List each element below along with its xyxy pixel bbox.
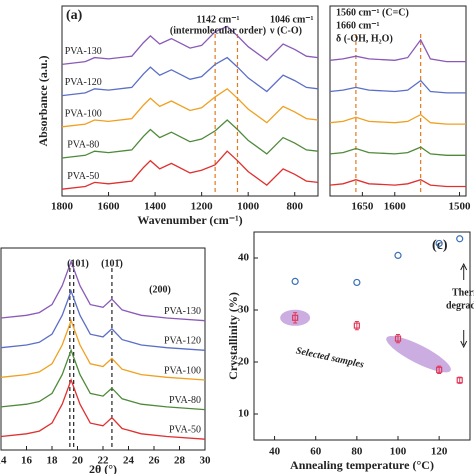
plot-frame <box>0 247 206 451</box>
data-point <box>436 366 443 373</box>
spectrum-line <box>0 289 206 351</box>
y-tick-label: 30 <box>238 304 250 316</box>
x-tick-label: 1650 <box>351 201 374 213</box>
x-tick-label: 26 <box>149 455 161 467</box>
annotation: δ (-OH, H₂O) <box>336 33 393 44</box>
spectrum-line <box>0 318 206 381</box>
spectrum-line <box>0 348 206 411</box>
spectrum-line <box>329 178 466 188</box>
series-label: PVA-50 <box>67 171 99 182</box>
spectrum-line <box>0 259 206 322</box>
x-axis-label: Wavenumber (cm⁻¹) <box>137 213 242 227</box>
data-point <box>353 322 360 329</box>
series-label: PVA-50 <box>169 425 201 436</box>
annotation: (intermolecular order) <box>170 25 266 36</box>
plot-frame <box>329 5 467 197</box>
y-tick-label: 10 <box>238 408 250 420</box>
annotation: 1560 cm⁻¹ (C=C) <box>336 7 409 18</box>
series-label: PVA-100 <box>65 108 102 119</box>
y-axis-label: Crystallinity (%) <box>226 292 240 380</box>
series-label: PVA-130 <box>65 46 102 57</box>
x-tick-label: 28 <box>174 455 186 467</box>
annotation: 1142 cm⁻¹ <box>197 14 240 25</box>
data-point <box>353 278 361 287</box>
spectrum-line <box>329 79 466 94</box>
error-bar <box>293 312 298 324</box>
series-label: PVA-120 <box>164 336 201 347</box>
y-tick-label: 40 <box>238 252 250 264</box>
spectrum-line <box>0 378 206 440</box>
y-tick-label: 20 <box>238 356 250 368</box>
x-tick-label: 100 <box>390 446 407 458</box>
x-tick-label: 40 <box>269 446 281 458</box>
x-tick-label: 20 <box>72 455 84 467</box>
data-point <box>435 239 443 248</box>
x-tick-label: 1500 <box>449 201 472 213</box>
series-label: PVA-130 <box>164 306 201 317</box>
x-axis-label: Annealing temperature (°C) <box>290 458 434 472</box>
data-point <box>456 377 463 384</box>
spectrum-line <box>61 119 319 159</box>
y-axis-label: Absorbance (a.u.) <box>36 55 50 146</box>
arrow <box>460 330 468 349</box>
plot-frame <box>61 5 319 197</box>
x-tick-label: 1000 <box>237 201 260 213</box>
x-tick-label: 1600 <box>384 201 407 213</box>
x-tick-label: 30 <box>200 455 212 467</box>
x-tick-label: 1200 <box>191 201 214 213</box>
annotation: degradation <box>446 300 474 311</box>
x-tick-label: 22 <box>98 455 110 467</box>
x-tick-label: 800 <box>286 201 303 213</box>
data-point <box>456 235 464 243</box>
data-point <box>394 335 402 342</box>
highlight <box>386 335 451 373</box>
series-label: PVA-100 <box>164 365 201 376</box>
x-tick-label: 1600 <box>98 201 121 213</box>
annotation: (101̄) <box>101 258 123 269</box>
spectrum-line <box>329 146 466 156</box>
x-tick-label: 80 <box>351 446 363 458</box>
x-tick-label: 18 <box>47 455 59 467</box>
plot-frame <box>253 231 471 441</box>
annotation: ν (C-O) <box>269 25 302 36</box>
x-axis-label: 2θ (°) <box>89 462 117 474</box>
spectrum-line <box>329 38 466 63</box>
x-tick-label: 14 <box>0 455 7 467</box>
x-tick-label: 120 <box>431 446 448 458</box>
x-tick-label: 1800 <box>51 201 74 213</box>
series-label: PVA-120 <box>65 77 102 88</box>
spectrum-line <box>61 56 319 97</box>
x-tick-label: 1400 <box>144 201 167 213</box>
x-tick-label: 24 <box>123 455 135 467</box>
arrow <box>460 262 468 280</box>
series-label: PVA-80 <box>67 140 99 151</box>
annotation: (101) <box>67 258 89 269</box>
annotation: Selected samples <box>295 345 365 370</box>
data-point <box>292 314 299 321</box>
spectrum-line <box>61 87 319 128</box>
annotation: (200) <box>149 284 171 295</box>
annotation: 1046 cm⁻¹ <box>270 14 314 25</box>
annotation: Thermal <box>452 287 474 298</box>
data-point <box>291 277 299 285</box>
spectrum-line <box>329 113 466 125</box>
x-tick-label: 60 <box>310 446 322 458</box>
data-point <box>394 251 402 259</box>
annotation: 1660 cm⁻¹ <box>336 20 380 31</box>
panel-label: (a) <box>66 8 83 23</box>
spectrum-line <box>61 150 319 190</box>
spectrum-line <box>61 25 319 66</box>
series-label: PVA-80 <box>169 395 201 406</box>
x-tick-label: 16 <box>21 455 33 467</box>
